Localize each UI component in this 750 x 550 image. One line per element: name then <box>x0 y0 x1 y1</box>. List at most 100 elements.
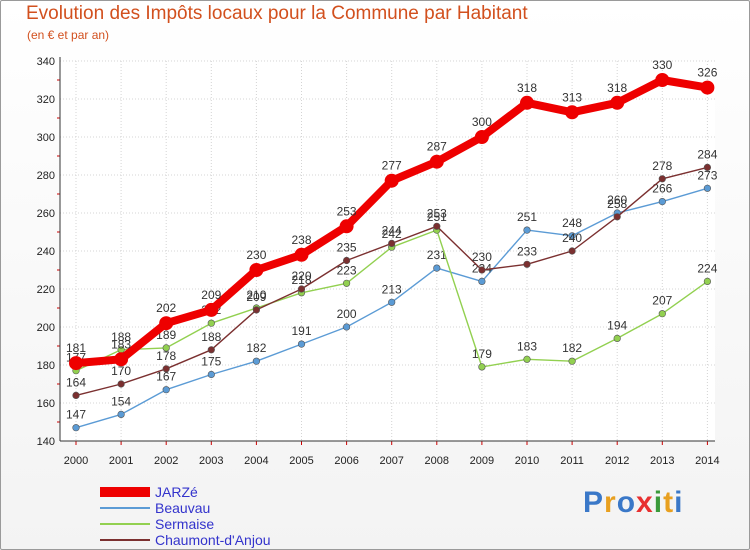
data-label-chaumont-d-anjou: 178 <box>156 349 176 363</box>
y-tick-label: 320 <box>37 94 55 106</box>
data-point-jarz <box>655 73 670 87</box>
data-point-chaumont-d-anjou <box>252 306 260 314</box>
data-label-jarz: 238 <box>291 233 311 247</box>
data-label-jarz: 313 <box>562 90 582 104</box>
brand-letter: r <box>604 486 617 519</box>
brand-logo: Proxiti <box>583 486 683 520</box>
data-label-beauvau: 266 <box>652 182 672 196</box>
brand-letter: P <box>583 486 605 519</box>
data-point-beauvau <box>658 198 666 206</box>
x-tick-label: 2014 <box>695 455 719 467</box>
legend-swatch <box>100 523 150 525</box>
data-point-jarz <box>159 316 174 331</box>
data-point-chaumont-d-anjou <box>388 239 396 247</box>
data-point-chaumont-d-anjou <box>117 380 125 388</box>
brand-letter: t <box>663 486 675 519</box>
data-point-beauvau <box>207 370 215 379</box>
data-label-chaumont-d-anjou: 220 <box>291 269 311 283</box>
data-label-sermaise: 179 <box>472 347 492 361</box>
data-point-chaumont-d-anjou <box>433 222 441 230</box>
data-label-beauvau: 147 <box>66 408 86 422</box>
data-label-beauvau: 167 <box>156 370 176 384</box>
data-point-jarz <box>204 302 219 317</box>
x-tick-label: 2004 <box>244 455 268 467</box>
data-label-chaumont-d-anjou: 240 <box>562 231 582 245</box>
data-label-sermaise: 210 <box>246 288 266 302</box>
data-label-chaumont-d-anjou: 258 <box>607 197 627 211</box>
x-tick-label: 2011 <box>560 455 584 467</box>
y-tick-label: 340 <box>37 56 55 68</box>
data-label-sermaise: 242 <box>382 227 402 241</box>
data-point-jarz <box>294 247 309 262</box>
data-label-chaumont-d-anjou: 284 <box>697 147 717 161</box>
data-label-sermaise: 251 <box>427 210 447 224</box>
data-label-chaumont-d-anjou: 164 <box>66 375 86 389</box>
x-tick-label: 2013 <box>650 455 674 467</box>
data-point-beauvau <box>343 323 351 331</box>
data-point-chaumont-d-anjou <box>658 175 666 183</box>
data-point-chaumont-d-anjou <box>162 365 170 373</box>
data-point-chaumont-d-anjou <box>297 285 306 293</box>
legend-label: JARZé <box>155 484 198 500</box>
data-point-beauvau <box>568 232 576 240</box>
x-tick-label: 2010 <box>515 455 539 467</box>
data-point-beauvau <box>388 298 396 306</box>
x-tick-label: 2001 <box>109 455 133 467</box>
data-point-sermaise <box>703 277 712 286</box>
data-label-chaumont-d-anjou: 233 <box>517 244 537 258</box>
data-point-beauvau <box>523 226 531 234</box>
data-point-jarz <box>429 154 444 169</box>
data-label-sermaise: 223 <box>337 263 357 277</box>
data-point-sermaise <box>568 357 576 365</box>
data-point-sermaise <box>658 310 666 318</box>
y-tick-label: 140 <box>37 436 55 448</box>
data-point-beauvau <box>433 264 441 272</box>
brand-letter: i <box>674 486 684 519</box>
data-label-sermaise: 218 <box>291 273 311 287</box>
brand-letter: o <box>616 486 637 519</box>
y-tick-label: 220 <box>37 284 55 296</box>
x-tick-label: 2009 <box>470 455 494 467</box>
data-label-jarz: 183 <box>111 337 131 351</box>
data-point-chaumont-d-anjou <box>343 256 351 265</box>
data-label-sermaise: 183 <box>517 339 537 353</box>
y-tick-label: 260 <box>37 208 55 220</box>
x-tick-label: 2006 <box>334 455 358 467</box>
x-tick-label: 2012 <box>605 455 629 467</box>
y-tick-label: 300 <box>37 132 55 144</box>
data-point-sermaise <box>343 279 351 287</box>
x-tick-label: 2005 <box>289 455 313 467</box>
data-label-jarz: 209 <box>201 288 221 302</box>
data-label-chaumont-d-anjou: 170 <box>111 364 131 378</box>
data-label-jarz: 300 <box>472 115 492 129</box>
legend-swatch <box>100 507 150 509</box>
y-tick-label: 280 <box>37 170 55 182</box>
x-tick-label: 2003 <box>199 455 223 467</box>
data-point-sermaise <box>613 334 621 343</box>
data-label-beauvau: 191 <box>291 324 311 338</box>
data-label-beauvau: 200 <box>337 307 357 321</box>
y-tick-label: 180 <box>37 360 55 372</box>
legend-label: Beauvau <box>155 500 211 516</box>
data-point-jarz <box>700 80 715 95</box>
chart-subtitle: (en € et par an) <box>27 28 110 42</box>
data-label-sermaise: 194 <box>607 318 627 332</box>
data-point-jarz <box>69 356 83 371</box>
data-label-jarz: 277 <box>382 159 402 173</box>
data-point-jarz <box>610 95 625 110</box>
data-label-jarz: 330 <box>652 58 672 72</box>
data-label-chaumont-d-anjou: 209 <box>246 290 266 304</box>
y-tick-label: 200 <box>37 322 55 334</box>
data-point-chaumont-d-anjou <box>703 163 712 171</box>
legend-label: Sermaise <box>155 516 215 532</box>
data-point-jarz <box>114 352 129 367</box>
data-point-chaumont-d-anjou <box>207 346 215 354</box>
data-label-jarz: 202 <box>156 301 176 315</box>
data-point-beauvau <box>117 410 125 419</box>
data-point-chaumont-d-anjou <box>523 260 531 268</box>
data-point-jarz <box>249 263 264 277</box>
data-label-beauvau: 248 <box>562 216 582 230</box>
data-point-beauvau <box>703 184 712 192</box>
legend-swatch <box>100 539 150 541</box>
